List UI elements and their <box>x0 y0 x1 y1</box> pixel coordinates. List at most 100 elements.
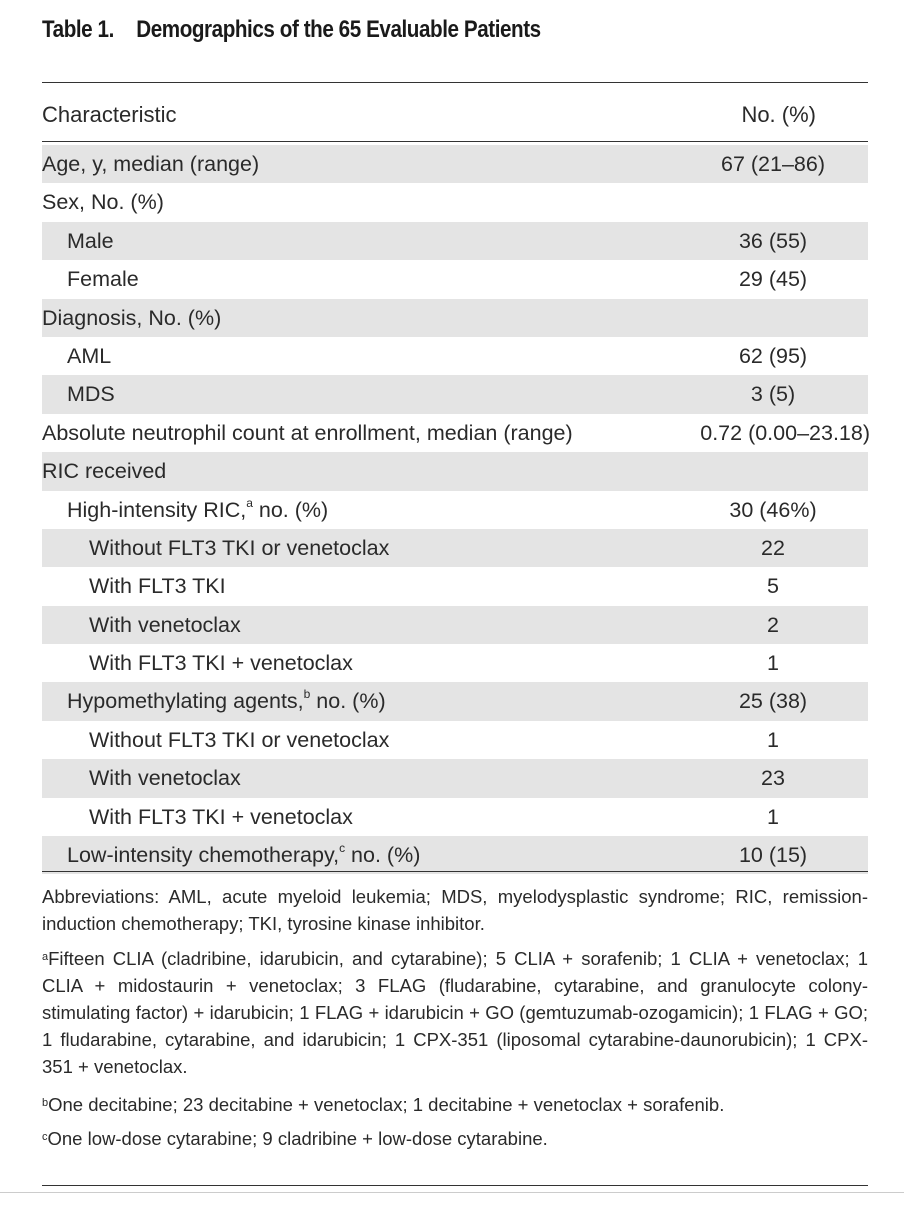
footnote-b: bOne decitabine; 23 decitabine + venetoc… <box>42 1091 868 1118</box>
footnote-text: One low-dose cytarabine; 9 cladribine + … <box>47 1128 548 1149</box>
row-label: Low-intensity chemotherapy,c no. (%) <box>67 841 421 868</box>
table-row: Age, y, median (range) 67 (21–86) <box>42 145 868 184</box>
table-row: With FLT3 TKI + venetoclax 1 <box>42 644 868 682</box>
row-label-text: With FLT3 TKI + venetoclax <box>89 804 353 829</box>
table-row: Sex, No. (%) <box>42 183 868 221</box>
page-edge <box>0 1192 904 1193</box>
footnote-ref: a <box>246 495 253 510</box>
header-characteristic: Characteristic <box>42 102 177 127</box>
table-row: With FLT3 TKI + venetoclax 1 <box>42 798 868 836</box>
row-label-text: RIC received <box>42 459 167 484</box>
row-value: 1 <box>767 651 779 676</box>
row-label-text: AML <box>67 343 112 368</box>
table-number: Table 1. <box>42 16 114 43</box>
row-label-text: With venetoclax <box>89 612 241 637</box>
row-label-suffix: no. (%) <box>252 497 329 522</box>
row-label-text: Low-intensity chemotherapy, <box>67 843 340 868</box>
row-label: Without FLT3 TKI or venetoclax <box>89 728 389 753</box>
row-value: 30 (46%) <box>729 497 817 522</box>
row-label-text: MDS <box>67 382 115 407</box>
footnote-text: Fifteen CLIA (cladribine, idarubicin, an… <box>42 948 868 1077</box>
row-value: 0.72 (0.00–23.18) <box>700 420 870 445</box>
table-row: Male 36 (55) <box>42 221 868 261</box>
row-label: With venetoclax <box>89 766 241 791</box>
row-label-text: With FLT3 TKI <box>89 574 226 599</box>
row-label-text: With venetoclax <box>89 766 241 791</box>
row-label: AML <box>67 344 111 369</box>
row-label-text: Diagnosis, No. (%) <box>42 305 222 330</box>
footnote-a: aFifteen CLIA (cladribine, idarubicin, a… <box>42 945 868 1080</box>
row-label: Female <box>67 267 139 292</box>
row-value: 10 (15) <box>738 843 808 868</box>
row-label: RIC received <box>42 459 166 484</box>
row-label: Age, y, median (range) <box>42 152 259 177</box>
row-value: 25 (38) <box>738 689 808 714</box>
row-label: MDS <box>67 382 115 407</box>
row-label: Male <box>67 229 114 254</box>
row-label-text: High-intensity RIC, <box>67 497 247 522</box>
row-label-text: With FLT3 TKI + venetoclax <box>89 651 353 676</box>
end-rule <box>42 1185 868 1186</box>
footnote-mark: a <box>42 951 49 963</box>
row-label-text: Sex, No. (%) <box>42 190 164 215</box>
row-label: With FLT3 TKI <box>89 574 226 599</box>
row-label: With FLT3 TKI + venetoclax <box>89 651 353 676</box>
table-title-text: Demographics of the 65 Evaluable Patient… <box>136 16 541 43</box>
table-row: Without FLT3 TKI or venetoclax 22 <box>42 528 868 568</box>
table-row: Hypomethylating agents,b no. (%) 25 (38) <box>42 682 868 721</box>
header-count: No. (%) <box>741 102 816 127</box>
table-row: With venetoclax 2 <box>42 605 868 645</box>
table-row: Low-intensity chemotherapy,c no. (%) 10 (… <box>42 836 868 875</box>
footnote-abbreviations: Abbreviations: AML, acute myeloid leukem… <box>42 886 868 934</box>
footnote-c: cOne low-dose cytarabine; 9 cladribine +… <box>42 1125 868 1152</box>
row-label-text: Male <box>67 228 114 253</box>
row-label: Hypomethylating agents,b no. (%) <box>67 687 386 714</box>
table-row: AML 62 (95) <box>42 337 868 375</box>
row-label: Absolute neutrophil count at enrollment,… <box>42 421 573 446</box>
row-value: 23 <box>761 766 785 791</box>
row-label: High-intensity RIC,a no. (%) <box>67 495 329 523</box>
row-label-text: Without FLT3 TKI or venetoclax <box>89 727 390 752</box>
row-value: 36 (55) <box>738 228 808 253</box>
row-label: Diagnosis, No. (%) <box>42 306 221 331</box>
footnote-ref: c <box>339 841 346 856</box>
row-value: 2 <box>767 612 779 637</box>
table-row: High-intensity RIC,a no. (%) 30 (46%) <box>42 491 868 529</box>
table-row: With FLT3 TKI 5 <box>42 567 868 605</box>
row-value: 29 (45) <box>738 267 808 292</box>
row-label: Sex, No. (%) <box>42 190 164 215</box>
row-value: 67 (21–86) <box>721 152 825 176</box>
row-label-text: Without FLT3 TKI or venetoclax <box>89 535 390 560</box>
table-row: Female 29 (45) <box>42 260 868 298</box>
bottom-rule <box>42 871 868 872</box>
row-label-text: Hypomethylating agents, <box>67 689 304 714</box>
header-rule <box>42 141 868 142</box>
footnote-ref: b <box>303 687 311 702</box>
table-row: Without FLT3 TKI or venetoclax 1 <box>42 721 868 759</box>
table-row: Absolute neutrophil count at enrollment,… <box>42 414 870 452</box>
footnote-mark: c <box>42 1131 48 1143</box>
row-value: 62 (95) <box>738 343 808 368</box>
row-label: Without FLT3 TKI or venetoclax <box>89 536 389 561</box>
row-label: With FLT3 TKI + venetoclax <box>89 805 353 830</box>
row-value: 22 <box>761 535 785 560</box>
row-label: With venetoclax <box>89 613 241 638</box>
row-value: 1 <box>767 727 779 752</box>
row-label-suffix: no. (%) <box>310 689 386 714</box>
table-row: MDS 3 (5) <box>42 375 868 414</box>
row-value: 5 <box>767 574 779 599</box>
row-label-suffix: no. (%) <box>345 843 421 868</box>
row-value: 3 (5) <box>750 382 796 407</box>
row-label-text: Female <box>67 267 139 292</box>
top-rule <box>42 82 868 83</box>
footnote-mark: b <box>42 1097 49 1109</box>
table-row: Diagnosis, No. (%) <box>42 298 868 337</box>
row-label-text: Age, y, median (range) <box>42 152 260 176</box>
footnote-text: One decitabine; 23 decitabine + venetocl… <box>48 1094 725 1115</box>
table-title: Table 1. Demographics of the 65 Evaluable… <box>42 16 541 44</box>
row-value: 1 <box>767 804 779 829</box>
row-label-text: Absolute neutrophil count at enrollment,… <box>42 420 573 445</box>
table-body: Age, y, median (range) 67 (21–86) Sex, No.… <box>42 145 870 875</box>
table-row: With venetoclax 23 <box>42 759 868 798</box>
table-header: Characteristic No. (%) <box>42 98 868 134</box>
